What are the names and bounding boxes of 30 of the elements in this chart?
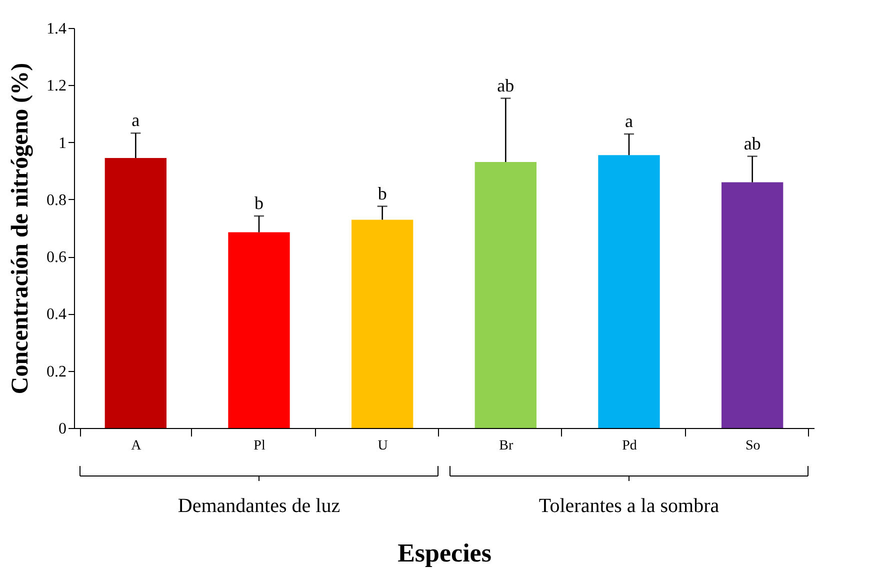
annotation: ab [744, 133, 761, 154]
y-axis-title: Concentración de nitrógeno (%) [8, 62, 34, 394]
x-axis-title: Especies [398, 538, 492, 568]
bar [474, 162, 536, 428]
y-tick-label: 0 [58, 420, 66, 438]
annotation: ab [497, 75, 514, 96]
y-tick-label: 1.2 [46, 78, 66, 95]
y-tick-label: 0.2 [46, 363, 66, 380]
x-tick-label: A [131, 438, 142, 454]
annotation: a [132, 110, 140, 130]
y-tick-label: 1 [58, 134, 66, 152]
y-tick-label: 0.4 [46, 306, 66, 324]
annotation: b [254, 193, 264, 213]
bar [228, 232, 290, 428]
y-tick-label: 0.6 [46, 249, 66, 266]
bar [598, 155, 660, 428]
x-tick-label: Br [499, 438, 514, 454]
text: Tolerantes a la sombra [538, 495, 720, 517]
text: Demandantes de luz [178, 495, 340, 517]
x-tick-label: Pl [254, 438, 266, 454]
x-tick-label: Pd [622, 438, 637, 454]
y-tick-label: 1.4 [46, 20, 66, 38]
bar [352, 220, 414, 428]
x-tick-label: U [378, 438, 388, 454]
annotation: b [378, 183, 387, 204]
annotation: a [625, 111, 633, 131]
bar [722, 182, 784, 428]
x-tick-label: So [745, 438, 760, 454]
bar [104, 158, 166, 428]
y-tick-label: 0.8 [46, 192, 66, 209]
